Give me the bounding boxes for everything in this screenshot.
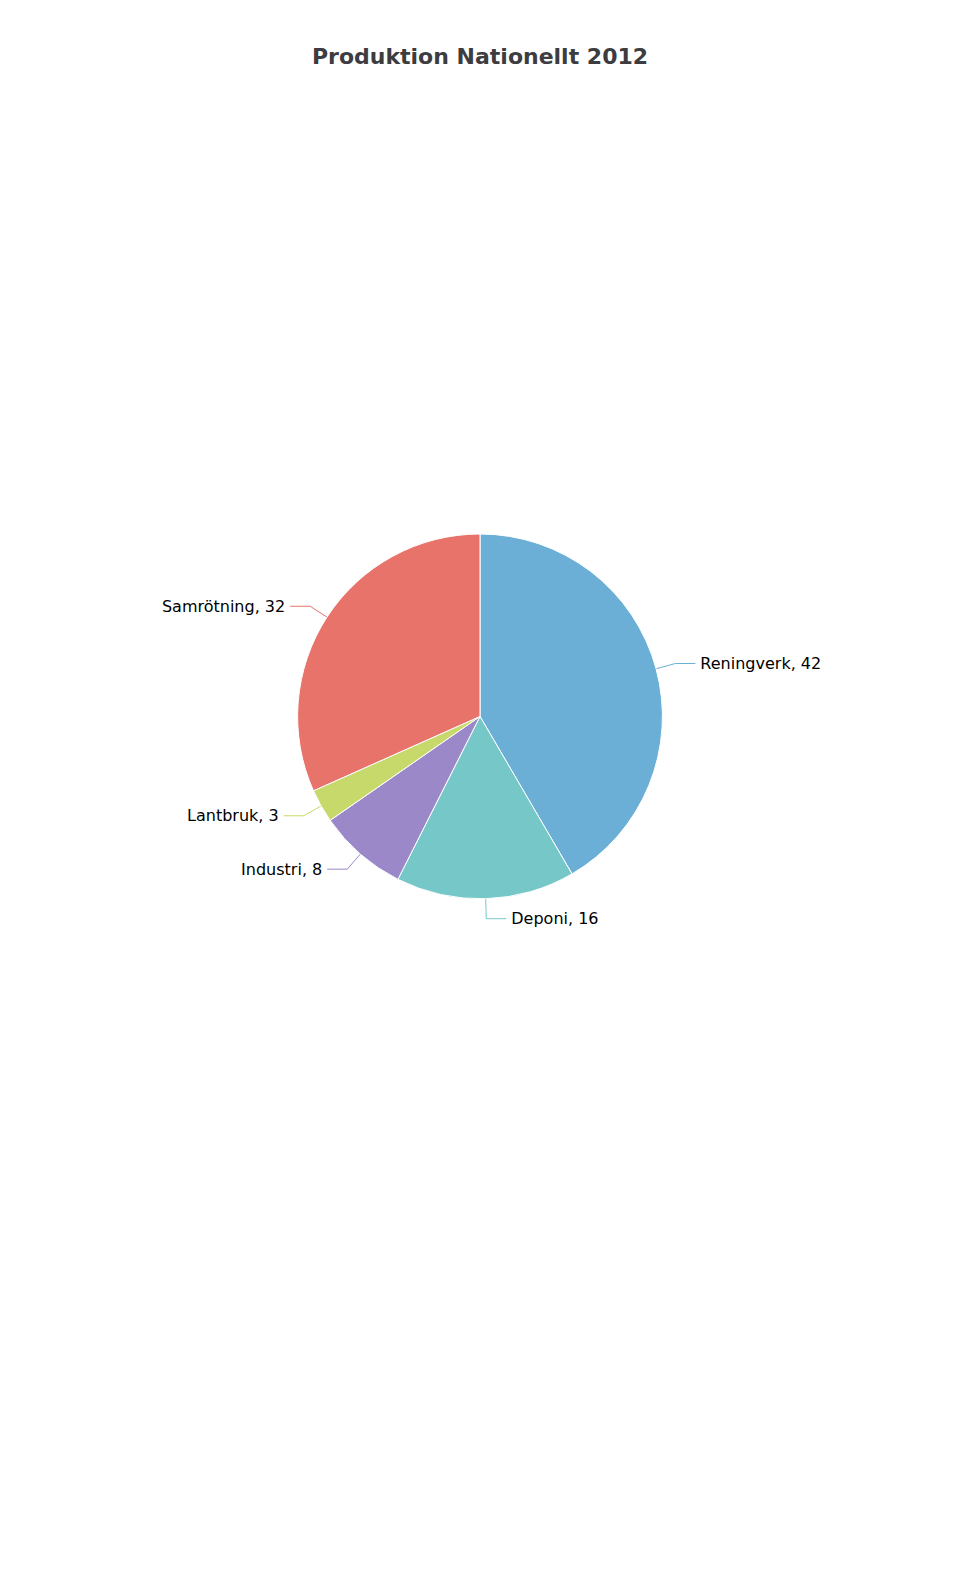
svg-text:Samrötning, 32: Samrötning, 32	[162, 597, 285, 616]
svg-text:Produktion Nationellt 2012: Produktion Nationellt 2012	[312, 44, 648, 69]
svg-text:Reningverk, 42: Reningverk, 42	[700, 654, 821, 673]
svg-text:Lantbruk, 3: Lantbruk, 3	[187, 806, 279, 825]
svg-text:Industri, 8: Industri, 8	[241, 860, 322, 879]
svg-text:Deponi, 16: Deponi, 16	[511, 909, 598, 928]
